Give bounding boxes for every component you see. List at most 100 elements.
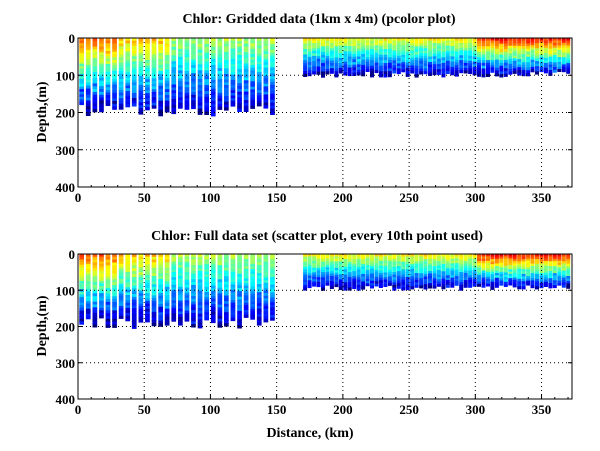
- pcolor-cell: [145, 79, 150, 83]
- scatter-point: [365, 281, 370, 284]
- pcolor-cell: [316, 58, 321, 62]
- pcolor-cell: [356, 45, 361, 50]
- scatter-point: [250, 284, 255, 288]
- scatter-point: [85, 293, 91, 297]
- pcolor-cell: [454, 59, 459, 63]
- pcolor-cell: [99, 69, 104, 73]
- pcolor-cell: [535, 48, 539, 52]
- scatter-point: [392, 254, 397, 258]
- pcolor-cell: [436, 51, 441, 55]
- scatter-point: [263, 285, 269, 289]
- pcolor-cell: [423, 50, 428, 54]
- pcolor-cell: [325, 63, 330, 67]
- scatter-point: [270, 266, 275, 270]
- scatter-point: [414, 268, 419, 272]
- pcolor-cell: [561, 57, 566, 61]
- x-tick-labels: 0 50 100 150 200 250 300 350: [75, 402, 552, 417]
- scatter-point: [191, 298, 196, 303]
- pcolor-cell: [316, 43, 321, 47]
- pcolor-cell: [543, 60, 548, 64]
- scatter-point: [79, 321, 84, 325]
- scatter-point: [472, 263, 477, 267]
- pcolor-cell: [210, 53, 216, 57]
- pcolor-cell: [131, 45, 137, 49]
- pcolor-cell: [432, 53, 437, 57]
- scatter-point: [237, 285, 242, 289]
- scatter-point: [138, 319, 144, 323]
- pcolor-cell: [543, 50, 548, 54]
- scatter-point: [105, 273, 111, 278]
- pcolor-cell: [184, 68, 190, 72]
- scatter-point: [321, 282, 325, 286]
- scatter-point: [307, 266, 312, 269]
- scatter-point: [486, 279, 490, 282]
- pcolor-cell: [184, 62, 190, 66]
- scatter-point: [338, 264, 343, 268]
- scatter-point: [459, 266, 464, 271]
- scatter-point: [508, 278, 513, 281]
- scatter-point: [171, 259, 177, 263]
- scatter-point: [334, 258, 339, 262]
- pcolor-cell: [158, 41, 163, 45]
- pcolor-cell: [92, 91, 98, 96]
- scatter-point: [481, 282, 486, 286]
- pcolor-cell: [197, 99, 203, 104]
- scatter-point: [125, 266, 131, 270]
- scatter-point: [486, 263, 490, 266]
- scatter-point: [204, 266, 209, 270]
- scatter-point: [477, 254, 481, 257]
- pcolor-cell: [329, 55, 334, 59]
- pcolor-cell: [92, 60, 98, 65]
- pcolor-cell: [459, 67, 464, 71]
- scatter-point: [321, 261, 325, 265]
- pcolor-cell: [171, 58, 177, 62]
- scatter-point: [118, 291, 124, 295]
- scatter-point: [250, 274, 255, 278]
- pcolor-cell: [197, 82, 203, 86]
- scatter-point: [230, 317, 236, 322]
- scatter-point: [503, 254, 508, 257]
- scatter-point: [131, 259, 137, 264]
- pcolor-cell: [543, 70, 548, 74]
- scatter-point: [85, 306, 91, 310]
- scatter-point: [270, 292, 275, 296]
- pcolor-cell: [118, 59, 124, 64]
- scatter-point: [401, 261, 406, 265]
- pcolor-cell: [99, 38, 104, 42]
- pcolor-cell: [481, 38, 486, 42]
- pcolor-cell: [171, 87, 177, 91]
- scatter-point: [503, 258, 508, 262]
- pcolor-cell: [178, 54, 183, 58]
- pcolor-cell: [178, 81, 183, 85]
- pcolor-cell: [217, 54, 223, 58]
- pcolor-cell: [237, 74, 242, 79]
- scatter-point: [494, 265, 499, 269]
- pcolor-cell: [436, 71, 441, 75]
- pcolor-cell: [250, 54, 255, 58]
- pcolor-cell: [361, 46, 366, 50]
- pcolor-cell: [338, 50, 343, 54]
- scatter-point: [105, 310, 111, 314]
- pcolor-cell: [423, 45, 428, 49]
- scatter-point: [210, 264, 216, 268]
- scatter-point: [125, 289, 131, 294]
- pcolor-cell: [552, 62, 557, 66]
- scatter-point: [85, 296, 91, 300]
- pcolor-cell: [307, 48, 312, 52]
- pcolor-cell: [494, 54, 499, 58]
- pcolor-cell: [210, 47, 216, 51]
- scatter-point: [270, 299, 275, 303]
- pcolor-cell: [557, 47, 562, 51]
- scatter-point: [237, 271, 242, 275]
- pcolor-cell: [79, 63, 84, 67]
- pcolor-cell: [539, 42, 544, 46]
- scatter-point: [197, 293, 203, 298]
- scatter-point: [316, 258, 321, 262]
- scatter-point: [270, 282, 275, 286]
- pcolor-cell: [321, 43, 325, 47]
- scatter-point: [361, 261, 366, 265]
- scatter-point: [178, 273, 183, 277]
- pcolor-cell: [263, 99, 269, 104]
- pcolor-cell: [158, 47, 163, 51]
- scatter-point: [361, 264, 366, 268]
